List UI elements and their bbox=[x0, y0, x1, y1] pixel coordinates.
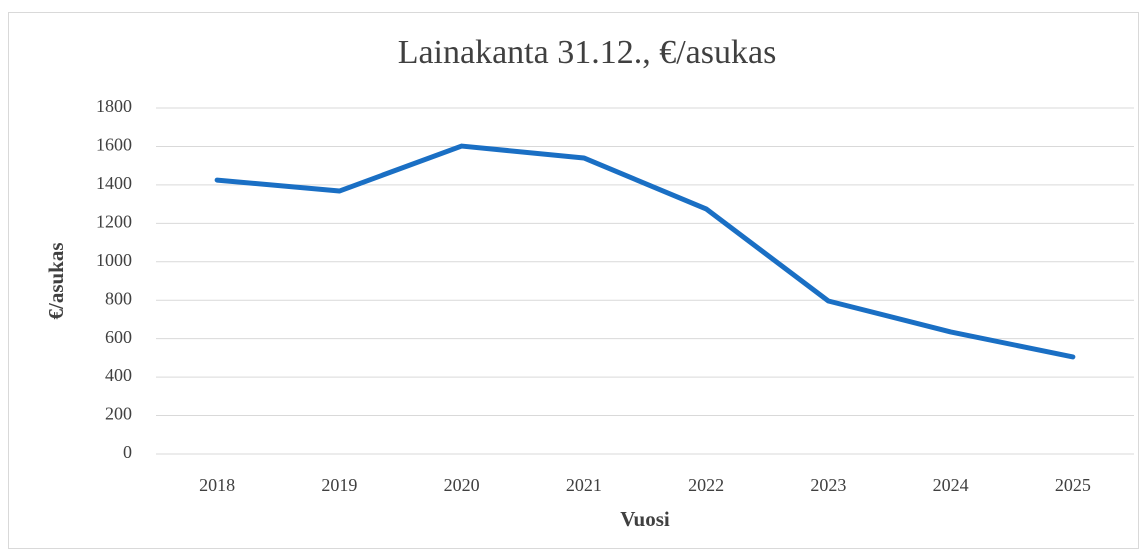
y-tick-label: 1800 bbox=[96, 96, 132, 116]
x-tick-label: 2020 bbox=[444, 475, 480, 495]
x-axis-title: Vuosi bbox=[620, 507, 670, 531]
y-tick-label: 1000 bbox=[96, 250, 132, 270]
chart-frame bbox=[8, 12, 1139, 549]
y-axis-title: €/asukas bbox=[44, 242, 68, 319]
chart-title: Lainakanta 31.12., €/asukas bbox=[398, 34, 777, 71]
y-tick-label: 1200 bbox=[96, 211, 132, 231]
x-tick-label: 2019 bbox=[321, 475, 357, 495]
y-tick-label: 1400 bbox=[96, 173, 132, 193]
y-tick-label: 1600 bbox=[96, 135, 132, 155]
x-tick-label: 2021 bbox=[566, 475, 602, 495]
y-tick-label: 800 bbox=[105, 288, 132, 308]
x-tick-label: 2024 bbox=[933, 475, 969, 495]
y-tick-label: 600 bbox=[105, 327, 132, 347]
y-tick-label: 0 bbox=[123, 442, 132, 462]
y-tick-label: 200 bbox=[105, 404, 132, 424]
x-tick-label: 2022 bbox=[688, 475, 724, 495]
x-tick-label: 2018 bbox=[199, 475, 235, 495]
x-tick-label: 2025 bbox=[1055, 475, 1091, 495]
x-tick-label: 2023 bbox=[810, 475, 846, 495]
y-tick-label: 400 bbox=[105, 365, 132, 385]
line-series bbox=[214, 143, 1076, 360]
